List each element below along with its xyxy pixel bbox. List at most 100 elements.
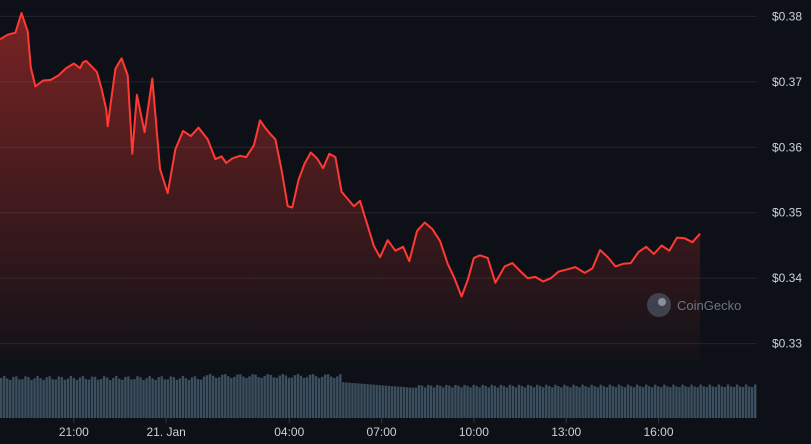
volume-bar [187, 380, 191, 418]
volume-bar [96, 379, 100, 418]
coingecko-watermark: CoinGecko [647, 293, 741, 317]
volume-bar [145, 378, 148, 418]
volume-bar [84, 378, 88, 418]
volume-bar [339, 374, 342, 418]
volume-bar [245, 378, 248, 418]
volume-bar [469, 387, 472, 418]
volume-bar [466, 385, 469, 418]
volume-bar [572, 384, 575, 418]
y-tick-label: $0.34 [772, 271, 802, 285]
volume-bar [687, 387, 690, 418]
volume-bar [299, 375, 303, 418]
volume-bar [520, 385, 524, 418]
volume-bar [487, 387, 490, 418]
volume-bar [39, 378, 42, 418]
volume-bar [454, 384, 457, 418]
volume-bar [227, 376, 230, 418]
volume-bar [414, 387, 418, 418]
volume-bar [102, 376, 106, 418]
volume-bar [439, 385, 442, 418]
volume-bar [278, 375, 282, 418]
volume-bar [372, 384, 375, 418]
volume-bar [663, 384, 666, 418]
volume-bar [320, 376, 324, 418]
volume-bar [717, 384, 721, 418]
volume-bar [587, 387, 590, 418]
volume-bar [747, 386, 751, 418]
volume-bar [596, 387, 599, 418]
volume-bar [651, 387, 654, 418]
volume-bar [529, 385, 533, 418]
volume-bar [57, 376, 60, 418]
volume-bar [493, 385, 496, 418]
volume-bar [118, 378, 121, 418]
volume-bar [396, 386, 400, 418]
volume-bar [569, 387, 572, 418]
volume-bar [27, 377, 30, 418]
volume-bar [211, 375, 215, 418]
volume-bar [499, 384, 503, 418]
volume-bar [208, 374, 212, 418]
volume-bar [429, 385, 433, 418]
volume-bar [45, 377, 48, 418]
volume-bar [744, 384, 748, 418]
volume-bar [478, 387, 481, 418]
volume-bar [551, 387, 554, 418]
volume-bar [732, 387, 736, 418]
volume-bar [257, 377, 260, 418]
volume-bar [87, 379, 91, 418]
volume-bar [723, 387, 727, 418]
volume-bar [109, 380, 112, 418]
volume-bar [60, 376, 63, 418]
volume-bar [305, 377, 309, 418]
volume-bar [296, 374, 300, 418]
volume-bar [669, 387, 672, 418]
volume-bar [205, 375, 209, 418]
y-tick-label: $0.33 [772, 337, 802, 351]
volume-bar [726, 384, 730, 418]
volume-bar [666, 386, 669, 418]
volume-bar [121, 379, 124, 418]
volume-bar [224, 374, 227, 418]
volume-bar [190, 377, 194, 418]
volume-bar [514, 387, 518, 418]
volume-bar [702, 386, 705, 418]
volume-bar [311, 374, 315, 418]
volume-bar [532, 387, 536, 418]
volume-bar [221, 374, 224, 418]
volume-bar [354, 383, 357, 418]
volume-bars [0, 374, 757, 418]
volume-bar [581, 384, 584, 418]
volume-bar [584, 386, 587, 418]
volume-bar [557, 386, 560, 418]
volume-bar [526, 384, 530, 418]
volume-bar [105, 377, 109, 418]
volume-bar [563, 384, 566, 418]
volume-bar [605, 387, 609, 418]
volume-bar [93, 376, 97, 418]
volume-bar [678, 387, 681, 418]
volume-bar [496, 387, 500, 418]
volume-bar [9, 379, 12, 418]
volume-bar [293, 375, 297, 418]
volume-bar [66, 378, 70, 418]
volume-bar [314, 376, 318, 418]
volume-bar [236, 374, 239, 418]
volume-bar [508, 384, 512, 418]
volume-bar [302, 377, 306, 418]
volume-bar [24, 376, 27, 418]
volume-bar [269, 375, 272, 418]
volume-bar [290, 377, 294, 418]
volume-bar [708, 384, 711, 418]
volume-bar [48, 376, 51, 418]
volume-bar [184, 378, 188, 418]
volume-bar [136, 376, 139, 418]
volume-bar [378, 385, 381, 418]
volume-bar [139, 377, 142, 418]
y-axis-ticks: $0.38 $0.37 $0.36 $0.35 $0.34 $0.33 [772, 9, 802, 350]
volume-bar [696, 387, 699, 418]
volume-bar [199, 379, 203, 418]
volume-bar [457, 385, 460, 418]
volume-bar [729, 386, 733, 418]
